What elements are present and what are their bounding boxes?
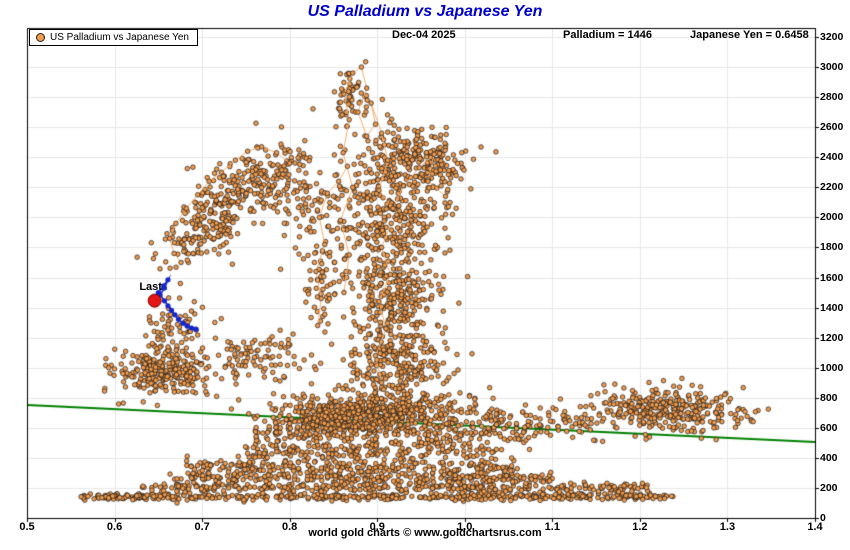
y-tick-label: 2400 bbox=[820, 151, 844, 164]
x-tick-label: 1.2 bbox=[632, 521, 648, 533]
legend: US Palladium vs Japanese Yen bbox=[29, 29, 198, 46]
y-tick-label: 1600 bbox=[820, 271, 844, 284]
x-tick-label: 1.4 bbox=[807, 521, 823, 533]
y-tick-label: 400 bbox=[820, 451, 838, 464]
x-tick-label: 1.0 bbox=[457, 521, 473, 533]
annotation-palladium-value: Palladium = 1446 bbox=[563, 29, 652, 41]
annotation-yen-value: Japanese Yen = 0.6458 bbox=[690, 29, 809, 41]
x-tick-label: 1.3 bbox=[719, 521, 736, 533]
chart-title: US Palladium vs Japanese Yen bbox=[307, 3, 543, 20]
y-tick-label: 3200 bbox=[820, 31, 844, 43]
annotation-date: Dec-04 2025 bbox=[392, 29, 456, 41]
y-tick-label: 2200 bbox=[820, 181, 844, 194]
y-tick-label: 2000 bbox=[820, 211, 844, 224]
y-tick-label: 800 bbox=[820, 391, 838, 404]
x-tick-label: 0.7 bbox=[194, 521, 210, 533]
last-point-label: Last bbox=[139, 280, 162, 293]
footer-credit: world gold charts © www.goldchartsrus.co… bbox=[308, 527, 542, 539]
legend-label: US Palladium vs Japanese Yen bbox=[50, 32, 189, 43]
y-tick-label: 2600 bbox=[820, 121, 844, 134]
y-tick-label: 200 bbox=[820, 481, 838, 494]
x-tick-label: 0.6 bbox=[106, 521, 123, 533]
x-tick-label: 0.8 bbox=[282, 521, 298, 533]
x-tick-label: 0.9 bbox=[369, 521, 385, 533]
y-tick-label: 2800 bbox=[820, 91, 844, 104]
y-tick-label: 0 bbox=[820, 512, 826, 524]
y-tick-label: 1800 bbox=[820, 241, 844, 254]
y-tick-label: 600 bbox=[820, 421, 838, 434]
orange-dot-icon bbox=[36, 33, 45, 42]
y-tick-label: 1000 bbox=[820, 361, 844, 374]
y-tick-label: 1200 bbox=[820, 331, 844, 344]
x-tick-label: 1.1 bbox=[544, 521, 560, 533]
x-tick-label: 0.5 bbox=[19, 521, 35, 533]
y-tick-label: 3000 bbox=[820, 61, 844, 74]
y-tick-label: 1400 bbox=[820, 301, 844, 314]
